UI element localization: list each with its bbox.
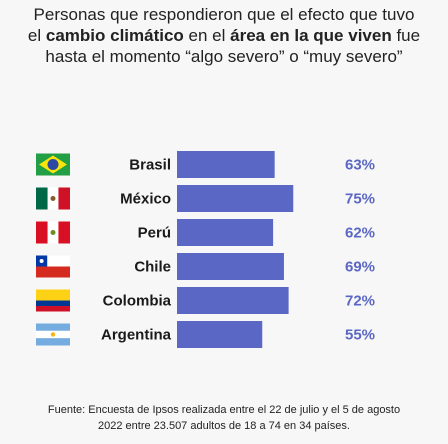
title-bold-text: cambio climático <box>45 26 184 45</box>
argentina-flag-icon <box>36 323 70 346</box>
bar <box>177 287 289 314</box>
mexico-flag-icon <box>36 187 70 210</box>
title-bold-text: área en la que viven <box>230 26 392 45</box>
chart-title: Personas que respondieron que el efecto … <box>0 4 448 67</box>
title-text: en el <box>183 26 231 45</box>
value-label: 72% <box>345 293 375 310</box>
peru-flag-icon <box>36 221 70 244</box>
chile-flag-icon <box>36 255 70 278</box>
bar <box>177 253 284 280</box>
source-note: Fuente: Encuesta de Ipsos realizada entr… <box>0 402 448 434</box>
category-label: Argentina <box>101 327 172 344</box>
source-line-1: Fuente: Encuesta de Ipsos realizada entr… <box>47 404 401 416</box>
bar-row: Colombia 72% <box>36 287 375 314</box>
value-label: 55% <box>345 327 375 344</box>
category-label: Chile <box>134 259 171 276</box>
bar <box>177 321 263 348</box>
bar-row: Perú 62% <box>36 219 375 246</box>
value-label: 69% <box>345 259 375 276</box>
category-label: México <box>120 191 171 208</box>
value-label: 63% <box>345 157 375 174</box>
value-label: 62% <box>345 225 375 242</box>
colombia-flag-icon <box>36 289 70 312</box>
title-line-1: Personas que respondieron que el efecto … <box>33 5 415 24</box>
category-label: Perú <box>138 225 171 242</box>
source-line-2: 2022 entre 23.507 adultos de 18 a 74 en … <box>98 420 350 432</box>
brazil-flag-icon <box>36 153 70 176</box>
chart-rows: Brasil 63% México 75% Perú 62% Chile 69% Colombi… <box>36 151 375 348</box>
title-line-2: el cambio climático en el área en la que… <box>0 25 448 46</box>
title-text: el <box>27 26 46 45</box>
bar-row: Chile 69% <box>36 253 375 280</box>
bar-row: México 75% <box>36 185 375 212</box>
title-text: fue <box>391 26 421 45</box>
bar <box>177 219 274 246</box>
title-line-3: hasta el momento “algo severo” o “muy se… <box>45 47 403 66</box>
value-label: 75% <box>345 191 375 208</box>
bar-row: Argentina 55% <box>36 321 375 348</box>
bar-row: Brasil 63% <box>36 151 375 178</box>
bar <box>177 185 294 212</box>
category-label: Brasil <box>129 157 171 174</box>
category-label: Colombia <box>103 293 172 310</box>
bar <box>177 151 275 178</box>
